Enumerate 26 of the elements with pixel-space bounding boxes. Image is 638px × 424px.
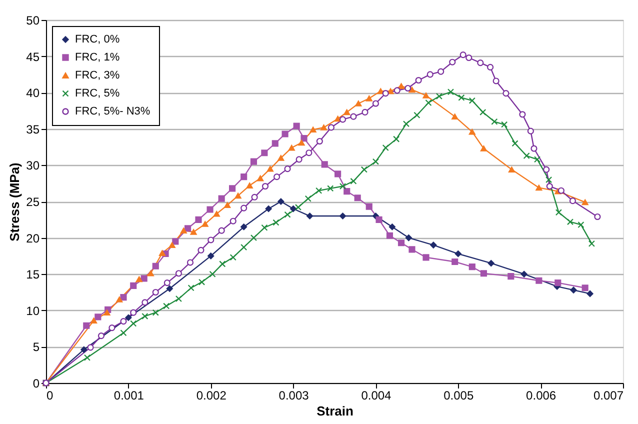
y-tick-label: 0 [32, 376, 40, 390]
y-tick-label: 25 [26, 195, 40, 209]
y-tick-label: 50 [26, 14, 40, 28]
legend-label: FRC, 3% [75, 70, 120, 82]
x-tick-label: 0 [46, 388, 54, 402]
x-tick-label: 0.004 [361, 388, 392, 402]
y-tick-label: 35 [26, 122, 40, 136]
x-tick-label: 0.002 [196, 388, 227, 402]
y-tick-label: 20 [26, 231, 40, 246]
x-tick-label: 0.001 [114, 388, 144, 402]
x-tick-label: 0.005 [444, 388, 474, 402]
y-tick-label: 30 [26, 158, 40, 173]
legend-label: FRC, 5% [75, 88, 120, 100]
x-axis-title: Strain [316, 404, 354, 418]
x-tick-label: 0.006 [526, 388, 556, 402]
x-tick-label: 0.007 [593, 388, 624, 402]
y-axis-title: Stress (MPa) [7, 162, 22, 242]
y-tick-label: 15 [26, 268, 40, 282]
legend-label: FRC, 0% [75, 34, 120, 46]
y-tick-label: 5 [32, 340, 40, 354]
y-tick-label: 45 [26, 50, 40, 64]
y-tick-label: 40 [26, 86, 40, 100]
legend-label: FRC, 1% [75, 52, 120, 64]
y-tick-label: 10 [26, 304, 40, 318]
legend-label: FRC, 5%- N3% [75, 106, 150, 118]
x-tick-label: 0.003 [278, 388, 310, 402]
